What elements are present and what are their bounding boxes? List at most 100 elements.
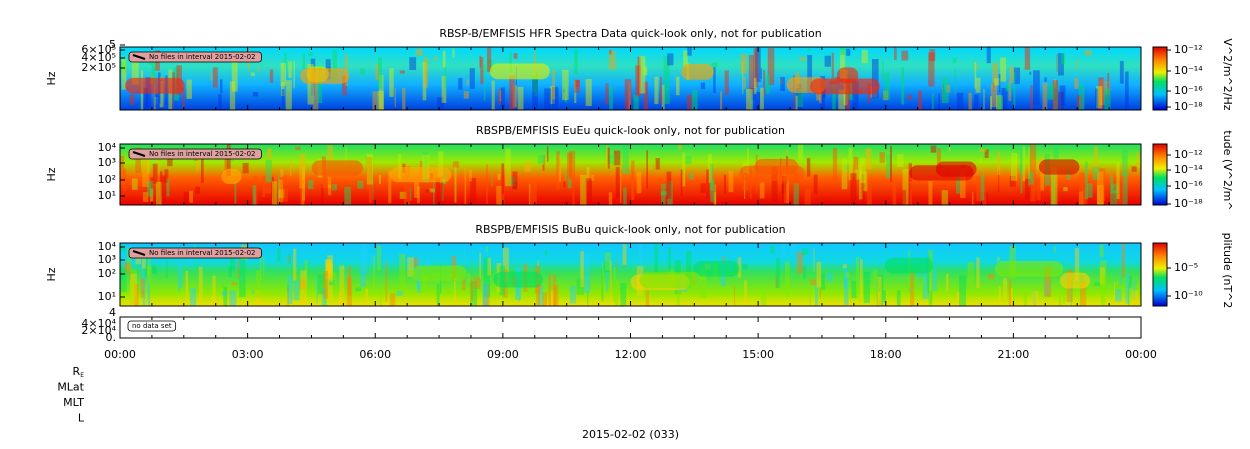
notice: No files in interval 2015-02-02 — [128, 247, 262, 259]
ephemeris-label: L — [78, 412, 85, 425]
spectrogram-texture — [748, 55, 755, 92]
ephemeris-label: MLT — [63, 396, 84, 409]
spectrogram-texture — [187, 256, 194, 267]
spectrogram-texture — [591, 174, 594, 181]
spectrogram-texture — [491, 80, 495, 110]
spectrogram-texture — [683, 50, 688, 67]
spectrogram-texture — [687, 47, 692, 56]
spectrogram-texture — [512, 171, 518, 190]
spectrogram-texture — [346, 277, 353, 306]
spectrogram-texture — [917, 270, 922, 278]
spectrogram-texture — [308, 52, 313, 56]
spectrogram-texture — [327, 145, 333, 161]
colorbar-tick-label: 10⁻¹⁸ — [1174, 100, 1203, 113]
spectrogram-texture — [271, 176, 274, 205]
spectrogram-texture — [821, 273, 825, 290]
spectrogram-texture — [120, 244, 126, 251]
spectrogram-texture — [946, 273, 949, 291]
y-axis-label: Hz — [45, 267, 58, 281]
date-label: 2015-02-02 (033) — [582, 428, 679, 441]
spectrogram-texture — [218, 94, 222, 110]
spectrogram-texture — [930, 145, 937, 153]
spectrogram-texture — [909, 287, 911, 293]
spectrogram-texture — [700, 268, 707, 299]
spectrogram-texture — [770, 245, 775, 254]
spectrogram-texture — [865, 148, 872, 170]
spectrogram-texture — [1002, 277, 1008, 299]
x-tick-label: 03:00 — [232, 348, 264, 361]
spectrogram-texture — [221, 291, 227, 296]
spectrogram-texture — [231, 282, 238, 286]
spectrogram-texture — [409, 57, 417, 70]
spectrogram-texture — [442, 50, 446, 68]
spectrogram-texture — [198, 266, 203, 302]
spectrogram-texture — [909, 178, 912, 205]
spectrogram-texture — [1000, 57, 1007, 82]
spectrogram-texture — [1028, 172, 1034, 185]
spectrogram-texture — [841, 158, 848, 190]
spectrogram-texture — [843, 164, 849, 170]
spectrogram-texture — [664, 88, 670, 104]
spectrogram-texture — [1047, 84, 1054, 100]
spectrogram-texture — [892, 183, 897, 205]
spectrogram-texture — [767, 48, 775, 86]
spectrogram-texture — [816, 261, 822, 288]
spectrogram-texture — [605, 83, 609, 105]
spectrogram-texture — [389, 293, 396, 306]
spectrogram-texture — [377, 90, 384, 110]
spectrogram-texture — [513, 53, 518, 59]
spectrogram-texture — [517, 86, 524, 110]
spectrogram-texture — [147, 257, 151, 284]
spectrogram-texture — [151, 267, 158, 274]
spectrogram-texture — [742, 263, 748, 270]
spectrogram-texture — [986, 47, 991, 64]
spectrogram-texture — [967, 261, 975, 286]
y-tick-label: 10³ — [98, 253, 116, 266]
spectrogram-texture — [1058, 53, 1064, 76]
spectrogram-texture — [123, 262, 130, 274]
spectrogram-texture — [796, 251, 804, 274]
spectrogram-texture — [438, 151, 444, 177]
spectrogram-texture — [564, 170, 567, 181]
spectrogram-texture — [1013, 252, 1016, 260]
spectrogram-texture — [1020, 163, 1023, 194]
spectrogram-texture — [422, 61, 427, 101]
spectrogram-texture — [147, 180, 154, 197]
spectrogram-texture — [608, 154, 615, 164]
spectrogram-texture — [1063, 282, 1066, 304]
spectrogram-texture — [998, 285, 1001, 306]
spectrogram-texture — [470, 280, 474, 302]
spectrogram-texture — [871, 59, 879, 99]
spectrogram-texture — [737, 257, 742, 278]
spectrogram-texture — [242, 162, 249, 174]
spectrogram-texture — [796, 83, 802, 110]
spectrogram-texture — [285, 80, 292, 110]
spectrogram-texture — [910, 273, 915, 306]
spectrogram-texture — [151, 64, 156, 83]
spectrogram-texture — [974, 62, 978, 70]
spectrogram-texture — [861, 174, 865, 205]
spectrogram-texture — [312, 72, 319, 110]
spectrogram-texture — [790, 244, 797, 253]
spectrogram-texture — [538, 284, 542, 289]
spectrogram-texture — [839, 47, 846, 55]
spectrogram-texture — [302, 53, 305, 70]
spectrogram-texture — [264, 187, 271, 194]
spectrogram-texture — [859, 259, 863, 299]
spectrogram-texture — [501, 163, 505, 195]
spectrogram-texture — [890, 145, 892, 182]
spectrogram-texture — [760, 87, 764, 110]
spectrogram-texture — [793, 183, 799, 205]
spectrogram-texture — [922, 269, 929, 299]
spectrogram-texture — [750, 87, 756, 101]
spectrogram-texture — [496, 186, 502, 205]
spectrogram-texture — [608, 192, 613, 205]
spectrogram-texture — [186, 79, 192, 99]
spectrogram-texture — [161, 175, 166, 205]
notice: no data set — [127, 320, 177, 332]
colorbar-label: tude (V^2/m^ — [1221, 130, 1234, 210]
ephemeris-label-text: R — [73, 365, 81, 378]
spectrogram-texture — [1131, 166, 1137, 172]
spectrogram-texture — [479, 252, 482, 280]
